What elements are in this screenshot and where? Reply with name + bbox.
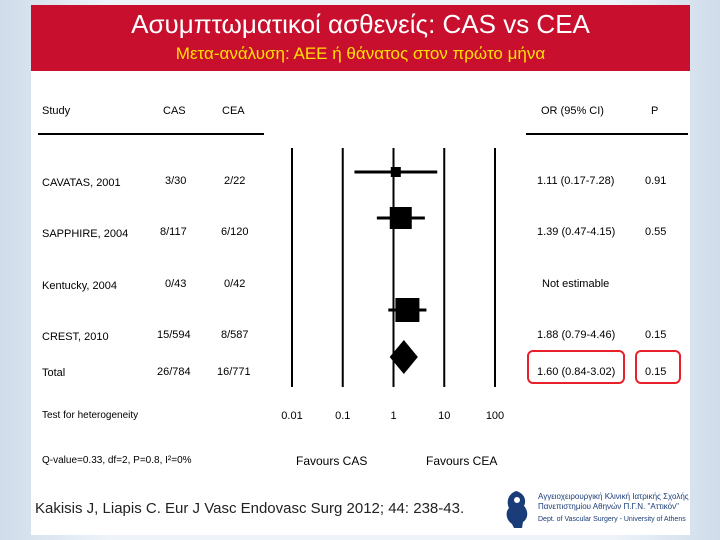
row-cea: 0/42 (224, 278, 246, 290)
favours-cea-label: Favours CEA (426, 454, 498, 468)
highlight-total-p (635, 350, 681, 384)
row-p: 0.15 (645, 329, 667, 341)
favours-cas-label: Favours CAS (296, 454, 368, 468)
row-cea: 6/120 (221, 226, 249, 238)
row-or: 1.39 (0.47-4.15) (537, 226, 616, 238)
study-marker (390, 167, 401, 177)
row-cas: 8/117 (160, 226, 187, 238)
row-cas: 0/43 (165, 278, 187, 290)
header-cea: CEA (222, 105, 245, 117)
athena-emblem-icon (506, 491, 528, 528)
row-p: 0.91 (645, 175, 667, 187)
row-cea: 8/587 (221, 329, 249, 341)
total-study: Total (42, 367, 66, 379)
heterogeneity-stats: Q-value=0.33, df=2, P=0.8, I²=0% (42, 455, 192, 466)
x-tick-label: 0.01 (281, 410, 302, 422)
row-study: CREST, 2010 (42, 331, 109, 343)
header-study: Study (42, 105, 71, 117)
row-or: 1.88 (0.79-4.46) (537, 329, 616, 341)
total-cea: 16/771 (217, 366, 251, 378)
row-study: CAVATAS, 2001 (42, 177, 121, 189)
row-or: 1.11 (0.17-7.28) (537, 175, 615, 187)
x-tick-label: 10 (438, 410, 450, 422)
logo-line1: Αγγειοχειρουργική Κλινική Ιατρικής Σχολή… (538, 492, 689, 501)
study-marker (395, 298, 420, 322)
total-p: 0.15 (645, 366, 667, 378)
study-marker (389, 207, 412, 229)
slide-canvas (31, 5, 690, 535)
header-rule-right (526, 133, 688, 135)
header-p: P (651, 105, 659, 117)
header-or: OR (95% CI) (541, 105, 604, 117)
x-tick-label: 100 (486, 410, 504, 422)
row-cas: 3/30 (165, 175, 187, 187)
slide-title: Ασυμπτωματικοί ασθενείς: CAS vs CEA (131, 9, 590, 39)
logo-line2: Πανεπιστημίου Αθηνών Π.Γ.Ν. "Αττικόν" (538, 502, 679, 511)
row-cas: 15/594 (157, 329, 191, 341)
row-or: Not estimable (542, 278, 610, 290)
heterogeneity-label: Test for heterogeneity (42, 410, 139, 421)
pooled-diamond (389, 340, 418, 374)
citation: Kakisis J, Liapis C. Eur J Vasc Endovasc… (35, 500, 465, 517)
highlight-total-or (527, 350, 625, 384)
university-logo: Αγγειοχειρουργική Κλινική Ιατρικής Σχολή… (500, 488, 690, 530)
x-tick-label: 0.1 (335, 410, 350, 422)
row-cea: 2/22 (224, 175, 246, 187)
logo-line3: Dept. of Vascular Surgery - University o… (538, 516, 686, 523)
row-p: 0.55 (645, 226, 667, 238)
total-cas: 26/784 (157, 366, 191, 378)
header-cas: CAS (163, 105, 186, 117)
total-or: 1.60 (0.84-3.02) (537, 366, 616, 378)
row-study: SAPPHIRE, 2004 (42, 228, 129, 240)
header-rule-left (38, 133, 264, 135)
row-study: Kentucky, 2004 (42, 280, 118, 292)
title-bar (31, 5, 690, 71)
slide-subtitle: Μετα-ανάλυση: ΑΕΕ ή θάνατος στον πρώτο μ… (175, 44, 546, 63)
x-tick-label: 1 (390, 410, 396, 422)
